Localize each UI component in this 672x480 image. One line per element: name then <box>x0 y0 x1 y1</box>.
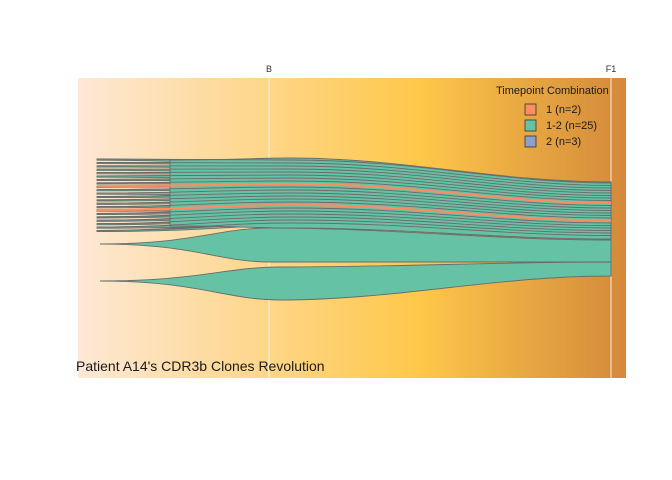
legend-label-1: 1 (n=2) <box>546 104 581 116</box>
clone-boundary-3 <box>96 165 612 189</box>
x-tick-label-b: B <box>266 64 272 74</box>
legend-entry-1: 1 (n=2) <box>524 103 581 116</box>
legend-swatch-1 <box>524 103 537 116</box>
clone-boundary-9 <box>96 182 612 205</box>
clone-boundary-5 <box>96 171 612 194</box>
clone-boundary-6 <box>96 174 612 196</box>
x-tick-label-f1: F1 <box>606 64 617 74</box>
clone-bands <box>96 157 612 301</box>
clone-boundary-2 <box>96 161 612 186</box>
clone-boundary-10 <box>96 186 612 206</box>
clone-boundary-1 <box>96 158 612 184</box>
clone-boundary-20 <box>96 216 612 231</box>
clone-boundary-14 <box>96 198 612 216</box>
clone-boundary-4 <box>96 168 612 191</box>
clone-boundary-16 <box>96 203 612 222</box>
clone-boundary-21 <box>96 219 612 234</box>
legend-swatch-1-2 <box>524 119 537 132</box>
clone-boundary-8 <box>96 180 612 201</box>
clone-boundary-15 <box>96 201 612 219</box>
clone-boundary-17 <box>96 207 612 224</box>
clone-boundary-18 <box>96 210 612 226</box>
clone-boundary-11 <box>96 189 612 209</box>
clone-boundary-13 <box>96 195 612 214</box>
legend-entry-1-2: 1-2 (n=25) <box>524 119 597 132</box>
legend: Timepoint Combination 1 (n=2) 1-2 (n=25)… <box>496 85 609 148</box>
clone-boundary-22 <box>96 222 612 236</box>
legend-label-2: 2 (n=3) <box>546 136 581 148</box>
clone-boundary-7 <box>96 177 612 199</box>
legend-title: Timepoint Combination <box>496 85 609 97</box>
clone-band-1-2-large-2 <box>99 227 612 263</box>
legend-swatch-2 <box>524 135 537 148</box>
legend-entry-2: 2 (n=3) <box>524 135 581 148</box>
chart-title: Patient A14's CDR3b Clones Revolution <box>76 358 325 374</box>
clone-boundary-19 <box>96 213 612 229</box>
clone-boundary-12 <box>96 192 612 211</box>
legend-label-1-2: 1-2 (n=25) <box>546 120 597 132</box>
clone-band-1-2-large-1 <box>99 261 612 301</box>
